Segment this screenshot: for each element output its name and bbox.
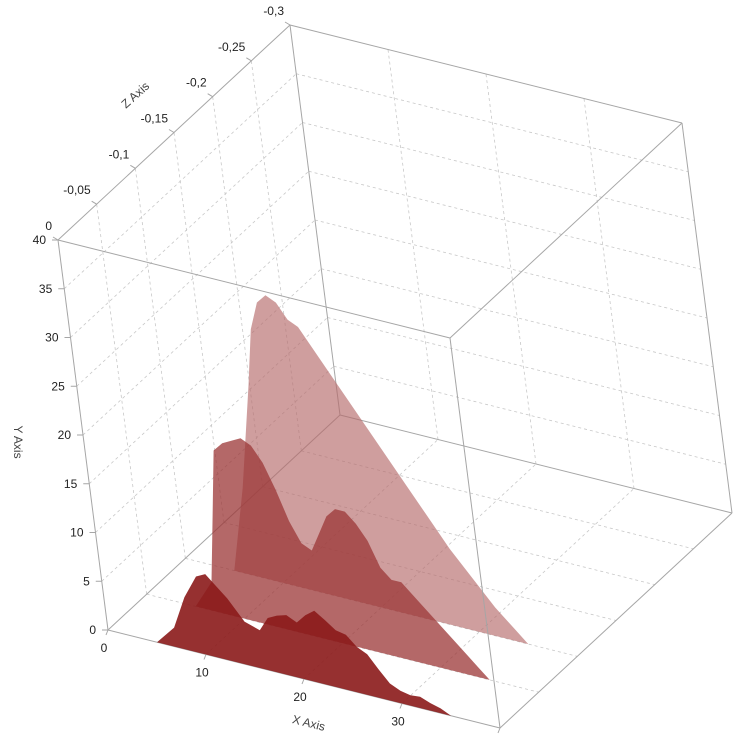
grid-line	[134, 168, 186, 559]
z-tick-label: -0,05	[63, 183, 91, 197]
series-area-1	[157, 574, 451, 716]
x-tick-label: 10	[195, 666, 209, 680]
z-tick-mark	[168, 129, 175, 133]
z-tick-mark	[130, 164, 136, 169]
z-tick-label: -0,15	[141, 112, 169, 126]
y-tick-label: 25	[51, 379, 65, 393]
x-tick-label: 30	[391, 715, 405, 729]
y-tick-label: 20	[58, 428, 72, 442]
x-tick-mark	[203, 654, 207, 660]
x-tick-mark	[105, 629, 109, 636]
y-tick-label: 40	[33, 233, 47, 247]
z-tick-label: -0,3	[263, 4, 284, 18]
x-tick-mark	[497, 727, 501, 734]
z-axis-title: Z Axis	[118, 79, 152, 111]
tick-layer: 01020304005101520253035400-0,05-0,1-0,15…	[33, 4, 503, 740]
grid-line	[387, 49, 439, 440]
grid-line	[333, 365, 726, 465]
y-tick-label: 30	[45, 331, 59, 345]
grid-line	[321, 268, 714, 368]
z-tick-mark	[207, 93, 213, 98]
box-edge	[449, 337, 501, 729]
grid-line	[308, 170, 701, 270]
y-tick-label: 35	[39, 282, 53, 296]
y-tick-label: 10	[70, 526, 84, 540]
z-tick-label: -0,25	[218, 40, 246, 54]
box-edge	[289, 24, 341, 416]
z-tick-label: -0,2	[186, 76, 207, 90]
box-edge	[449, 122, 683, 339]
z-tick-mark	[52, 236, 59, 241]
y-tick-label: 15	[64, 477, 78, 491]
series-layer	[157, 295, 529, 716]
box-edge	[681, 122, 733, 514]
box-edge	[289, 24, 683, 124]
x-axis-title: X Axis	[291, 712, 327, 734]
z-tick-label: -0,1	[109, 147, 130, 161]
grid-line	[88, 268, 322, 485]
box-edge	[499, 512, 733, 729]
grid-line	[296, 73, 689, 173]
x-tick-label: 0	[101, 641, 108, 655]
y-tick-label: 5	[83, 574, 90, 588]
grid-line	[583, 98, 635, 489]
grid-line	[76, 170, 310, 387]
grid-line	[302, 122, 695, 221]
y-axis-title: Y Axis	[11, 425, 25, 458]
x-tick-mark	[399, 703, 403, 709]
grid-line	[327, 317, 720, 416]
grid-line	[401, 488, 635, 704]
z-tick-mark	[91, 200, 97, 205]
box-edge	[339, 414, 733, 514]
box-edge	[57, 239, 451, 339]
grid-line	[485, 73, 537, 465]
x-tick-label: 20	[293, 690, 307, 704]
z-tick-mark	[284, 21, 291, 26]
grid-line	[82, 219, 316, 436]
front-box-edges	[57, 239, 501, 729]
grid-line	[96, 204, 148, 595]
grid-line	[314, 219, 708, 319]
z-tick-label: 0	[45, 219, 52, 233]
z-tick-mark	[246, 57, 252, 62]
x-tick-mark	[301, 678, 305, 685]
y-tick-label: 0	[89, 623, 96, 637]
